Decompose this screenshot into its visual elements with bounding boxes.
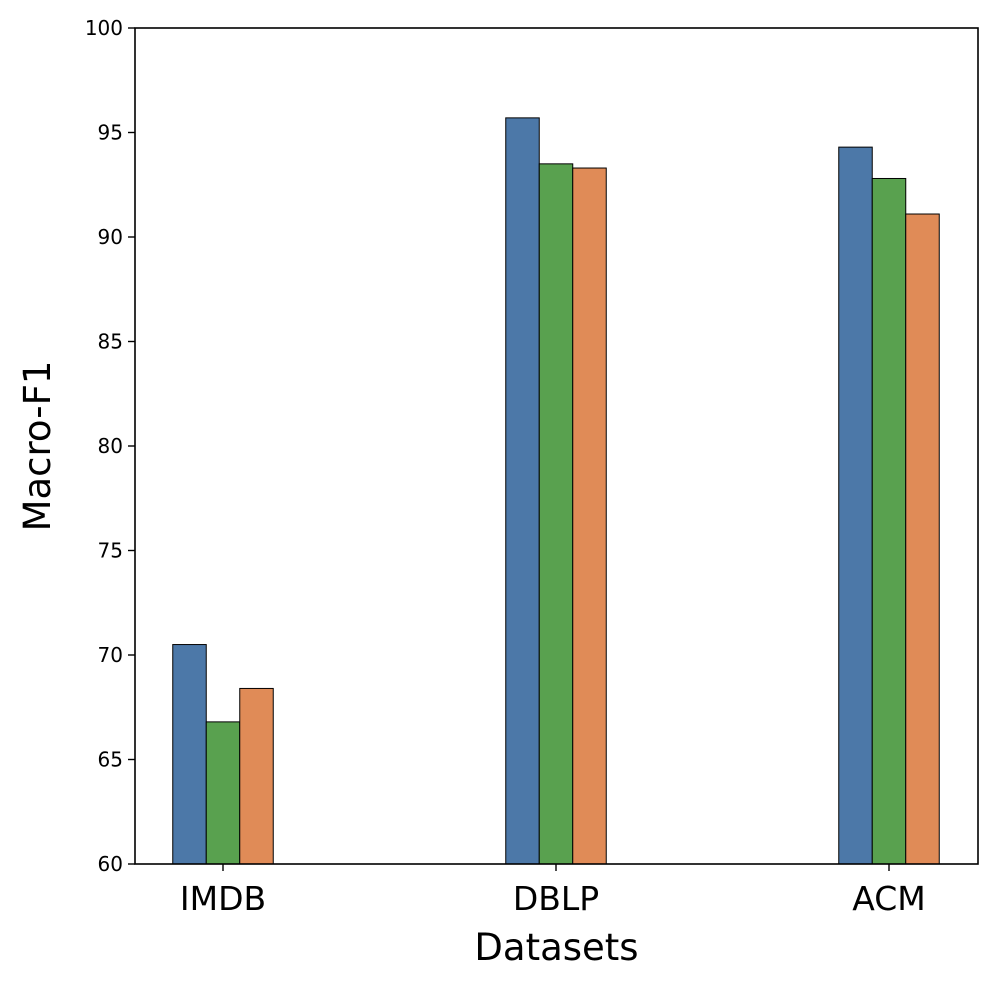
bar-acm-series-1 [838, 146, 873, 865]
y-tick-label: 80 [98, 434, 123, 458]
bar-imdb-series-3 [239, 687, 274, 865]
y-tick-label: 90 [98, 225, 123, 249]
y-tick-label: 95 [98, 121, 123, 145]
y-axis-label: Macro-F1 [16, 361, 59, 532]
bar-acm-series-3 [905, 213, 940, 865]
bar-imdb-series-2 [205, 721, 241, 865]
y-tick-label: 65 [98, 748, 123, 772]
bar-imdb-series-1 [172, 644, 207, 865]
x-tick-label-imdb: IMDB [180, 879, 266, 918]
bar-dblp-series-2 [538, 163, 574, 865]
y-tick-label: 70 [98, 643, 123, 667]
x-tick-label-acm: ACM [852, 879, 926, 918]
y-tick-label: 75 [98, 539, 123, 563]
x-tick-label-dblp: DBLP [513, 879, 599, 918]
y-tick-label: 60 [98, 852, 123, 876]
bar-acm-series-2 [871, 177, 907, 865]
x-axis: IMDB DBLP ACM [180, 864, 926, 918]
x-axis-label: Datasets [474, 926, 638, 969]
y-tick-label: 85 [98, 330, 123, 354]
y-axis: 60 65 70 75 80 85 90 95 100 [85, 16, 135, 876]
y-tick-label: 100 [85, 16, 123, 40]
bars-group [172, 117, 940, 865]
bar-dblp-series-3 [572, 167, 607, 865]
bar-dblp-series-1 [505, 117, 540, 865]
